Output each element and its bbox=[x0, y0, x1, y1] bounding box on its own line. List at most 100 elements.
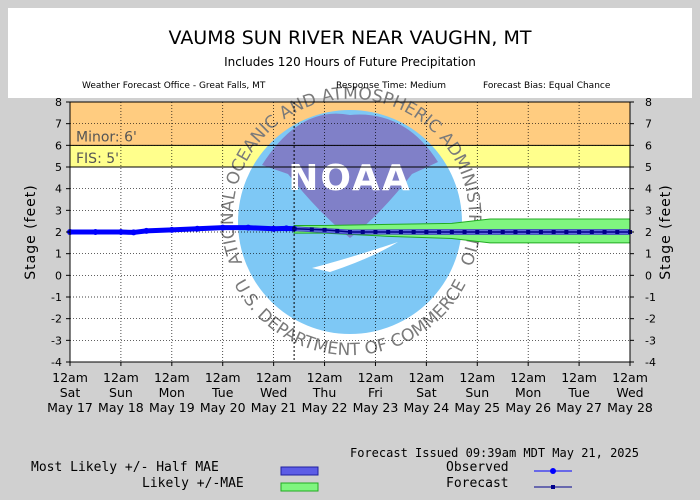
forecast-point-2 bbox=[322, 227, 327, 232]
y-tick-label-right-8: 4 bbox=[645, 183, 652, 196]
y-tick-label-right-12: 8 bbox=[645, 96, 652, 109]
x-tick-label-time-10: 12am bbox=[561, 370, 597, 385]
response-time: Response Time: Medium bbox=[336, 81, 446, 91]
x-tick-label-date-0: May 17 bbox=[47, 400, 93, 415]
forecast-point-14 bbox=[475, 230, 480, 234]
forecast-point-1 bbox=[309, 227, 314, 232]
x-tick-label-date-4: May 21 bbox=[251, 400, 297, 415]
y-tick-label-left-8: 4 bbox=[55, 183, 62, 196]
noaa-logo-gull bbox=[312, 242, 398, 272]
y-tick-label-left-12: 8 bbox=[55, 96, 62, 109]
forecast-bias: Forecast Bias: Equal Chance bbox=[483, 81, 611, 91]
x-tick-label-date-9: May 26 bbox=[505, 400, 551, 415]
y-tick-label-left-1: -3 bbox=[51, 334, 62, 347]
legend-likely-swatch bbox=[280, 482, 319, 492]
observed-point-7 bbox=[219, 224, 226, 231]
frame-bottom-margin bbox=[0, 362, 700, 500]
x-tick-label-time-2: 12am bbox=[154, 370, 190, 385]
y-tick-label-left-5: 1 bbox=[55, 248, 62, 261]
x-tick-label-date-10: May 27 bbox=[556, 400, 602, 415]
x-tick-label-time-11: 12am bbox=[612, 370, 648, 385]
x-tick-label-day-9: Mon bbox=[515, 385, 541, 400]
y-axis-title-right: Stage (feet) bbox=[658, 184, 674, 279]
y-tick-label-right-9: 5 bbox=[645, 161, 652, 174]
forecast-point-13 bbox=[462, 230, 467, 234]
forecast-point-25 bbox=[615, 230, 620, 234]
legend-most-likely-label: Most Likely +/- Half MAE bbox=[31, 460, 219, 475]
forecast-point-0 bbox=[292, 226, 297, 231]
x-tick-label-day-7: Sat bbox=[416, 385, 437, 400]
x-tick-label-day-5: Thu bbox=[312, 385, 336, 400]
x-tick-label-time-5: 12am bbox=[307, 370, 343, 385]
observed-point-8 bbox=[245, 224, 252, 231]
legend-likely-label: Likely +/-MAE bbox=[142, 476, 244, 491]
x-tick-label-date-5: May 22 bbox=[302, 400, 348, 415]
observed-point-3 bbox=[130, 229, 137, 236]
y-tick-label-right-3: -1 bbox=[645, 291, 656, 304]
x-tick-label-day-3: Tue bbox=[211, 385, 234, 400]
observed-point-2 bbox=[117, 229, 124, 235]
y-tick-label-right-4: 0 bbox=[645, 269, 652, 282]
observed-point-4 bbox=[143, 227, 150, 234]
x-tick-label-time-7: 12am bbox=[408, 370, 444, 385]
noaa-logo-top bbox=[262, 113, 438, 238]
legend-most-likely-swatch bbox=[280, 466, 319, 476]
x-tick-label-time-0: 12am bbox=[52, 370, 88, 385]
legend-observed-marker bbox=[550, 468, 556, 474]
threshold-label-0: Minor: 6' bbox=[76, 129, 137, 145]
forecast-point-5 bbox=[360, 230, 365, 234]
observed-point-1 bbox=[92, 229, 99, 235]
observed-point-10 bbox=[283, 225, 290, 232]
forecast-office: Weather Forecast Office - Great Falls, M… bbox=[82, 81, 266, 91]
y-tick-label-right-7: 3 bbox=[645, 204, 652, 217]
forecast-point-6 bbox=[373, 230, 378, 234]
chart-subtitle: Includes 120 Hours of Future Precipitati… bbox=[224, 55, 476, 69]
y-tick-label-left-2: -2 bbox=[51, 313, 62, 326]
x-tick-label-day-2: Mon bbox=[159, 385, 185, 400]
forecast-point-10 bbox=[424, 230, 429, 234]
x-tick-label-time-1: 12am bbox=[103, 370, 139, 385]
y-tick-label-right-6: 2 bbox=[645, 226, 652, 239]
x-tick-label-date-11: May 28 bbox=[607, 400, 653, 415]
x-tick-label-day-0: Sat bbox=[60, 385, 81, 400]
legend-forecast-label: Forecast bbox=[446, 476, 509, 491]
threshold-label-1: FIS: 5' bbox=[76, 151, 119, 167]
forecast-point-19 bbox=[538, 230, 543, 234]
x-tick-label-date-8: May 25 bbox=[454, 400, 500, 415]
legend-forecast-marker bbox=[551, 485, 555, 489]
title-panel bbox=[8, 8, 692, 98]
y-tick-label-right-0: -4 bbox=[645, 356, 656, 369]
x-tick-label-time-4: 12am bbox=[256, 370, 292, 385]
forecast-point-16 bbox=[500, 230, 505, 234]
x-tick-label-day-11: Wed bbox=[616, 385, 643, 400]
y-tick-label-left-7: 3 bbox=[55, 204, 62, 217]
x-tick-label-time-9: 12am bbox=[510, 370, 546, 385]
x-tick-label-time-6: 12am bbox=[358, 370, 394, 385]
y-tick-label-right-5: 1 bbox=[645, 248, 652, 261]
x-tick-label-date-1: May 18 bbox=[98, 400, 144, 415]
forecast-point-3 bbox=[335, 228, 340, 233]
x-tick-label-time-3: 12am bbox=[205, 370, 241, 385]
noaa-logo-text: NOAA bbox=[288, 158, 412, 199]
forecast-issued: Forecast Issued 09:39am MDT May 21, 2025 bbox=[350, 446, 639, 460]
x-tick-label-day-4: Wed bbox=[260, 385, 287, 400]
y-tick-label-left-9: 5 bbox=[55, 161, 62, 174]
y-tick-label-left-11: 7 bbox=[55, 118, 62, 131]
x-tick-label-day-10: Tue bbox=[567, 385, 590, 400]
x-tick-label-day-6: Fri bbox=[368, 385, 383, 400]
x-tick-label-date-6: May 23 bbox=[353, 400, 399, 415]
y-tick-label-left-6: 2 bbox=[55, 226, 62, 239]
legend-observed-label: Observed bbox=[446, 460, 509, 475]
y-tick-label-left-10: 6 bbox=[55, 139, 62, 152]
x-tick-label-date-2: May 19 bbox=[149, 400, 195, 415]
observed-point-9 bbox=[270, 225, 277, 232]
forecast-point-8 bbox=[398, 230, 403, 234]
y-tick-label-right-1: -3 bbox=[645, 334, 656, 347]
forecast-point-4 bbox=[348, 230, 352, 234]
forecast-point-9 bbox=[411, 230, 416, 234]
y-tick-label-left-3: -1 bbox=[51, 291, 62, 304]
y-tick-label-right-10: 6 bbox=[645, 139, 652, 152]
y-tick-label-right-11: 7 bbox=[645, 118, 652, 131]
